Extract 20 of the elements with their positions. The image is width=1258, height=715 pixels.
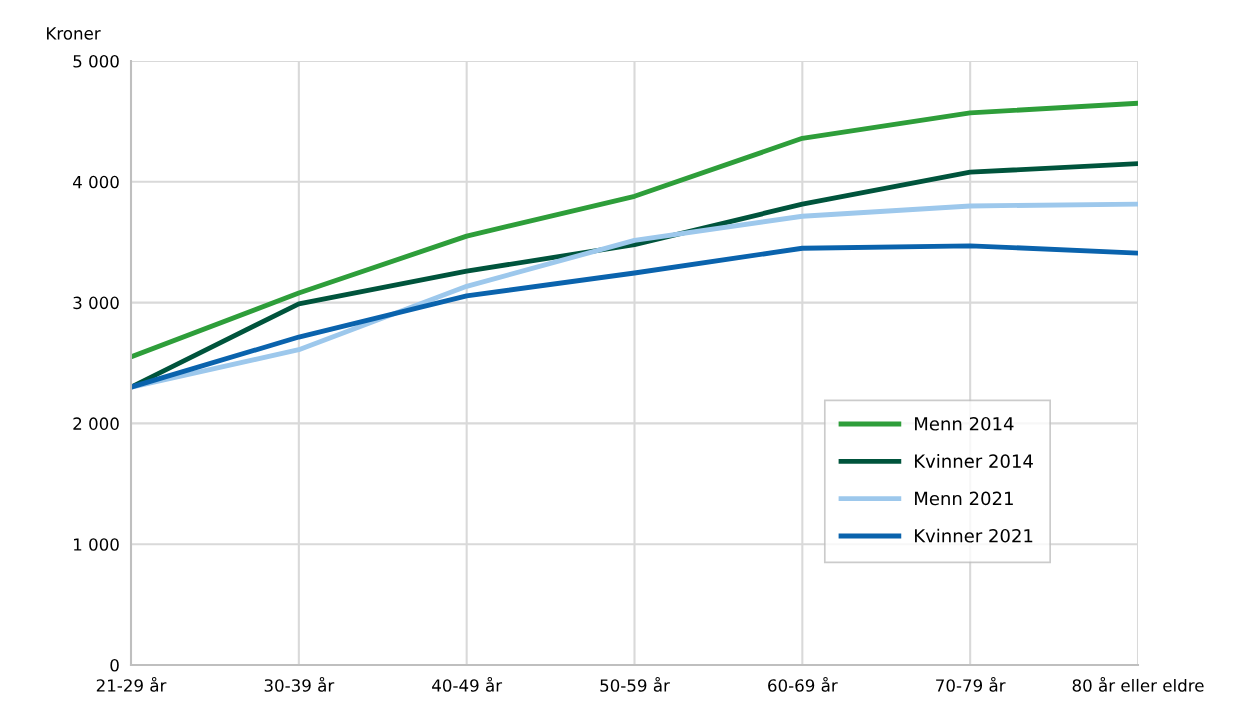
x-tick-label: 80 år eller eldre [1072, 676, 1204, 692]
y-tick-label: 2 000 [73, 417, 119, 430]
y-tick-label: 1 000 [74, 538, 119, 551]
y-tick-label: 5 000 [73, 54, 119, 68]
x-tick-label: 40-49 år [432, 676, 503, 692]
x-tick-label: 30-39 år [264, 676, 335, 692]
x-tick-label: 21-29 år [96, 676, 167, 692]
y-tick-label: 3 000 [73, 296, 119, 310]
legend-label: Menn 2021 [915, 491, 1013, 506]
x-tick-label: 60-69 år [768, 676, 838, 692]
line-series [131, 100, 1138, 360]
x-tick-label: 70-79 år [936, 676, 1006, 692]
legend-label: Kvinner 2014 [915, 453, 1033, 468]
x-tick-label: 50-59 år [600, 676, 670, 692]
legend-label: Menn 2014 [915, 416, 1014, 431]
line-series [131, 243, 1138, 390]
y-tick-label: 0 [110, 658, 119, 672]
y-axis-title: Kroner [47, 27, 101, 40]
y-tick-label: 4 000 [72, 175, 119, 189]
legend-label: Kvinner 2021 [915, 528, 1033, 543]
